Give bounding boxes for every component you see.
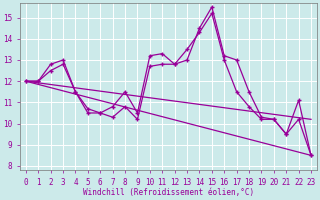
X-axis label: Windchill (Refroidissement éolien,°C): Windchill (Refroidissement éolien,°C): [83, 188, 254, 197]
